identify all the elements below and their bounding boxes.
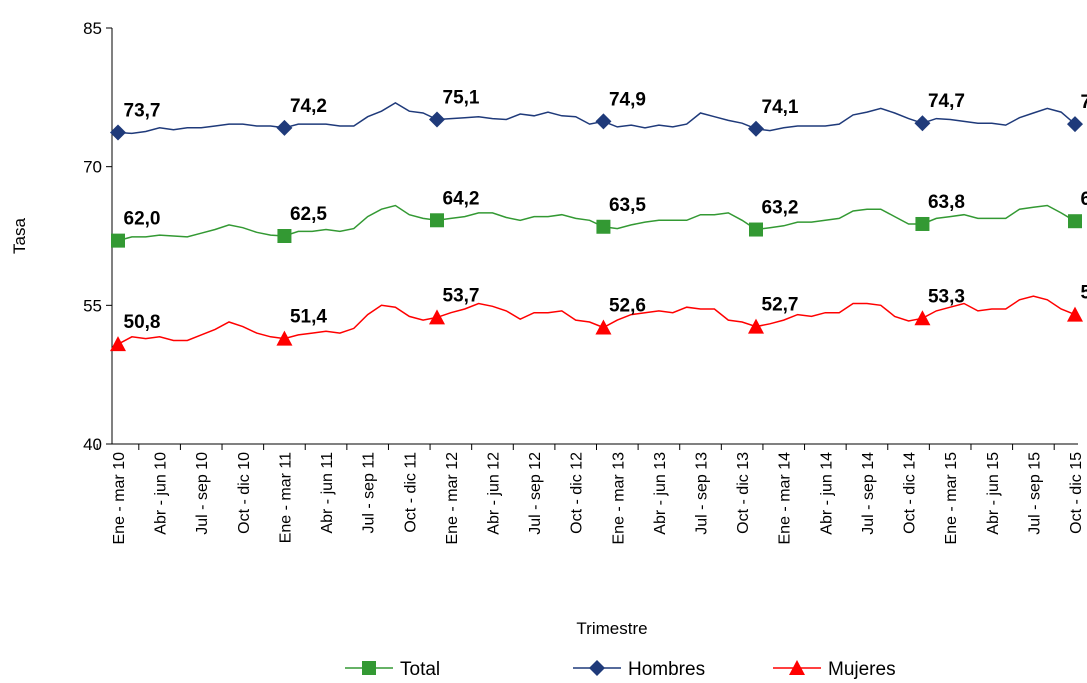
marker	[749, 222, 763, 237]
data-label: 75,1	[443, 88, 480, 109]
y-tick-label: 55	[83, 296, 102, 315]
x-tick-label: Oct - dic 15	[1068, 452, 1085, 534]
y-tick-label: 85	[83, 19, 102, 38]
marker	[1067, 116, 1083, 133]
x-tick-label: Abr - jun 11	[319, 452, 336, 534]
legend-label: Total	[400, 659, 440, 680]
x-tick-label: Jul - sep 10	[194, 452, 211, 535]
x-tick-label: Ene - mar 11	[277, 452, 294, 543]
marker	[595, 113, 612, 130]
marker	[1068, 214, 1082, 229]
x-tick-label: Oct - dic 13	[735, 452, 752, 534]
data-label: 54,0	[1081, 283, 1087, 304]
y-axis-title: Tasa	[10, 218, 29, 254]
legend-label: Hombres	[628, 659, 705, 680]
marker	[596, 219, 611, 234]
x-tick-label: Oct - dic 10	[236, 452, 253, 534]
data-label: 52,7	[762, 295, 799, 316]
marker	[110, 124, 126, 141]
marker	[362, 661, 376, 675]
marker	[429, 111, 445, 128]
data-label: 53,7	[443, 285, 480, 306]
x-tick-label: Ene - mar 14	[777, 452, 794, 545]
legend-label: Mujeres	[828, 659, 896, 680]
data-label: 64,2	[443, 188, 480, 209]
marker	[277, 229, 292, 243]
x-tick-label: Oct - dic 11	[402, 452, 419, 533]
marker	[276, 330, 293, 346]
y-tick-label: 40	[83, 435, 102, 454]
marker	[276, 119, 293, 136]
x-tick-label: Jul - sep 11	[361, 452, 378, 534]
marker	[1067, 306, 1083, 322]
marker	[595, 319, 612, 335]
x-tick-label: Oct - dic 14	[902, 452, 919, 534]
data-label: 51,4	[290, 307, 327, 328]
data-label: 52,6	[609, 296, 646, 317]
x-tick-label: Abr - jun 12	[485, 452, 502, 535]
marker	[430, 213, 444, 228]
x-axis-title: Trimestre	[576, 619, 647, 638]
y-tick-label: 70	[83, 158, 102, 177]
marker	[589, 660, 605, 676]
data-label: 74,9	[609, 89, 646, 110]
x-tick-label: Abr - jun 13	[652, 452, 669, 535]
marker	[915, 216, 930, 231]
x-tick-label: Ene - mar 12	[444, 452, 461, 545]
data-label: 74,1	[762, 97, 799, 118]
marker	[111, 233, 125, 248]
x-tick-label: Jul - sep 15	[1026, 452, 1043, 535]
marker	[748, 120, 764, 137]
series-line	[117, 295, 1076, 345]
data-label: 74,2	[290, 96, 327, 117]
marker	[789, 660, 805, 675]
data-label: 74,7	[928, 91, 965, 112]
marker	[748, 318, 764, 334]
x-tick-label: Jul - sep 12	[527, 452, 544, 535]
data-label: 64,1	[1081, 189, 1087, 210]
x-tick-label: Abr - jun 15	[985, 452, 1002, 535]
data-label: 63,5	[609, 195, 646, 216]
marker	[914, 310, 931, 326]
x-tick-label: Jul - sep 14	[860, 452, 877, 535]
marker	[110, 336, 126, 352]
x-tick-label: Ene - mar 10	[111, 452, 128, 545]
x-tick-label: Ene - mar 13	[610, 452, 627, 545]
data-label: 74,6	[1081, 92, 1087, 113]
data-label: 50,8	[124, 312, 161, 333]
x-tick-label: Oct - dic 12	[569, 452, 586, 534]
marker	[429, 309, 445, 325]
x-tick-label: Ene - mar 15	[943, 452, 960, 545]
data-label: 62,5	[290, 204, 327, 225]
x-tick-label: Abr - jun 14	[818, 452, 835, 535]
x-tick-label: Abr - jun 10	[153, 452, 170, 535]
data-label: 63,8	[928, 192, 965, 213]
x-tick-label: Jul - sep 13	[694, 452, 711, 535]
marker	[914, 115, 931, 132]
data-label: 63,2	[762, 198, 799, 219]
data-label: 53,3	[928, 286, 965, 307]
data-label: 73,7	[124, 100, 161, 121]
data-label: 62,0	[124, 209, 161, 230]
